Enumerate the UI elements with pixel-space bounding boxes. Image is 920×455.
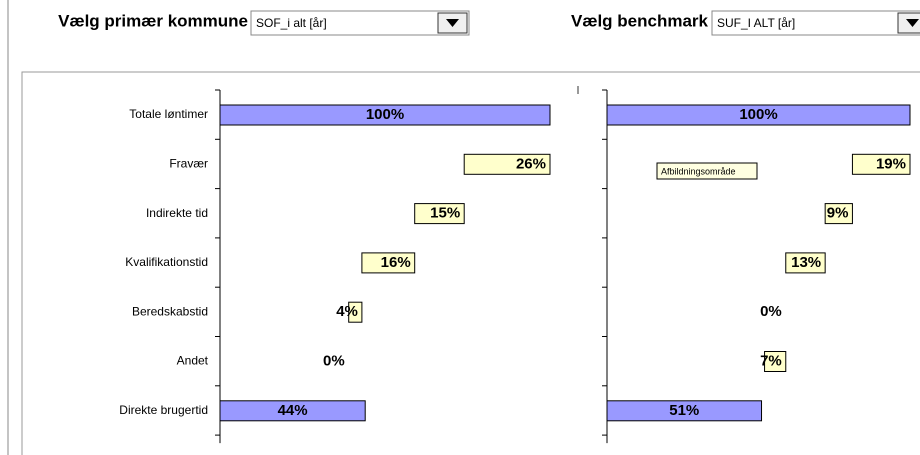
annotation-box bbox=[656, 162, 758, 180]
bar bbox=[851, 153, 911, 175]
chart-area bbox=[21, 71, 920, 455]
benchmark-label: Vælg benchmark bbox=[571, 11, 709, 30]
dropdown-box[interactable] bbox=[711, 10, 920, 36]
dropdown-box[interactable] bbox=[250, 10, 470, 36]
bar bbox=[785, 252, 826, 274]
primary-label: Vælg primær kommune bbox=[58, 11, 248, 30]
value-label: 0% bbox=[323, 352, 345, 369]
value-label: 16% bbox=[381, 254, 411, 271]
value-label: 26% bbox=[516, 155, 546, 172]
value-label: 9% bbox=[827, 205, 849, 222]
category-label: Kvalifikationstid bbox=[125, 255, 208, 269]
category-label: Beredskabstid bbox=[132, 304, 208, 318]
bar bbox=[219, 104, 551, 126]
category-label: Direkte brugertid bbox=[119, 403, 208, 417]
bar bbox=[219, 400, 366, 422]
bar bbox=[824, 203, 853, 225]
value-label: 51% bbox=[669, 402, 699, 419]
dropdown-arrow bbox=[446, 19, 459, 27]
bar bbox=[414, 203, 465, 225]
category-label: Fravær bbox=[169, 156, 208, 170]
value-label: 13% bbox=[791, 254, 821, 271]
bar bbox=[606, 400, 763, 422]
value-label: 19% bbox=[876, 155, 906, 172]
value-label: 15% bbox=[430, 205, 460, 222]
value-label: 0% bbox=[760, 303, 782, 320]
value-label: 7% bbox=[760, 352, 782, 369]
value-label: 4% bbox=[336, 303, 358, 320]
bar bbox=[361, 252, 416, 274]
dropdown-button[interactable] bbox=[897, 12, 920, 34]
value-label: 44% bbox=[278, 402, 308, 419]
bar bbox=[606, 104, 911, 126]
bar bbox=[764, 351, 787, 372]
dropdown-arrow bbox=[906, 19, 919, 27]
primary-dropdown[interactable]: SOF_i alt [år] bbox=[250, 10, 470, 36]
category-label: Andet bbox=[177, 354, 209, 368]
annotation: Afbildningsområde bbox=[661, 166, 736, 176]
category-label: Indirekte tid bbox=[146, 206, 208, 220]
dropdown-value[interactable]: SUF_I ALT [år] bbox=[717, 16, 795, 30]
category-label: Totale løntimer bbox=[129, 107, 208, 121]
value-label: 100% bbox=[739, 106, 777, 123]
value-label: 100% bbox=[366, 106, 404, 123]
benchmark-dropdown[interactable]: SUF_I ALT [år] bbox=[711, 10, 920, 36]
bar bbox=[348, 301, 363, 323]
bar bbox=[463, 153, 551, 175]
dropdown-value[interactable]: SOF_i alt [år] bbox=[256, 16, 327, 30]
